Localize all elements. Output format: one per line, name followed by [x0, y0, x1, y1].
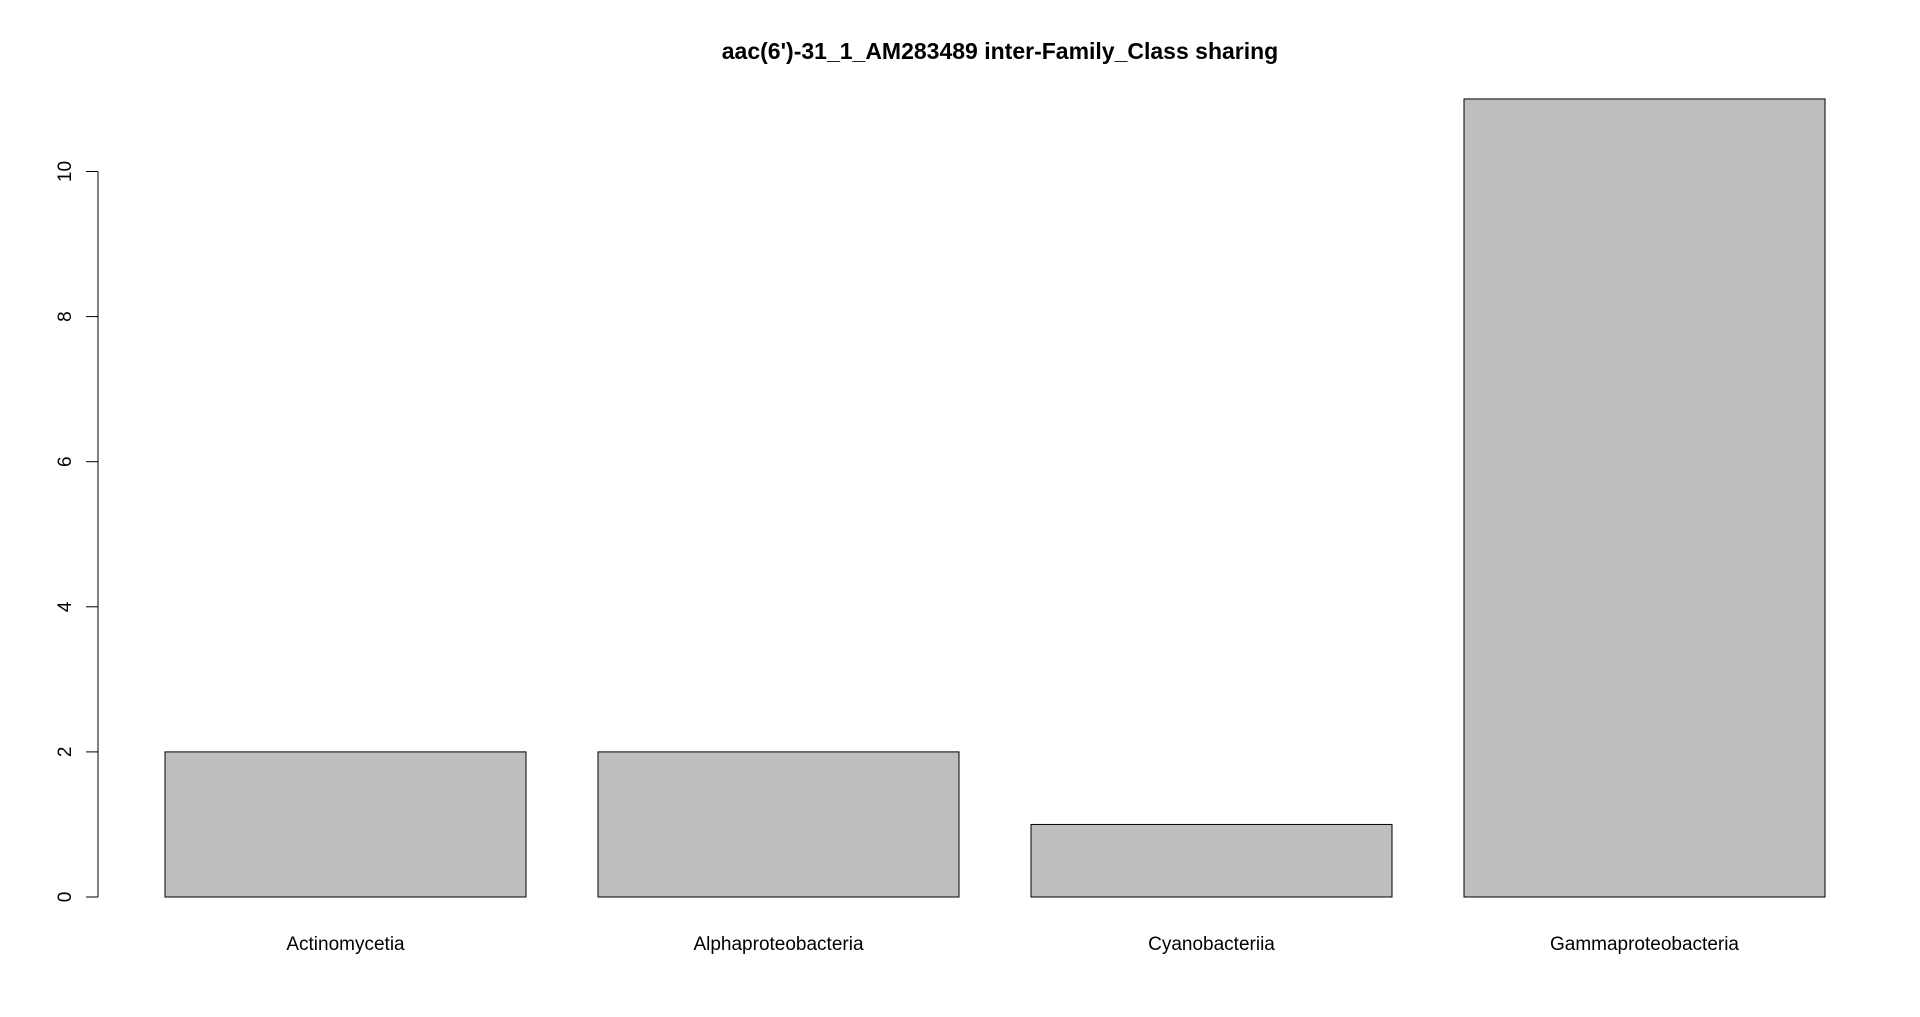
- category-labels: Actinomycetia Alphaproteobacteria Cyanobac…: [286, 934, 1739, 955]
- y-tick-label: 10: [55, 161, 76, 182]
- y-tick-label: 8: [55, 311, 76, 322]
- y-tick-label: 6: [55, 456, 76, 467]
- bars: [164, 98, 1826, 898]
- bar: [164, 751, 527, 898]
- bar: [1030, 823, 1393, 898]
- y-tick-label: 2: [55, 747, 76, 758]
- bar: [1463, 98, 1826, 898]
- x-category-label: Cyanobacteriia: [1148, 934, 1275, 955]
- y-tick-label: 4: [55, 601, 76, 612]
- x-category-label: Actinomycetia: [286, 934, 405, 955]
- x-category-label: Alphaproteobacteria: [693, 934, 863, 955]
- x-category-label: Gammaproteobacteria: [1550, 934, 1739, 955]
- y-tick-label: 0: [55, 892, 76, 903]
- chart-title: aac(6')-31_1_AM283489 inter-Family_Class…: [722, 38, 1278, 64]
- bar: [597, 751, 960, 898]
- y-axis: 0 2 4 6 8 10: [55, 161, 99, 903]
